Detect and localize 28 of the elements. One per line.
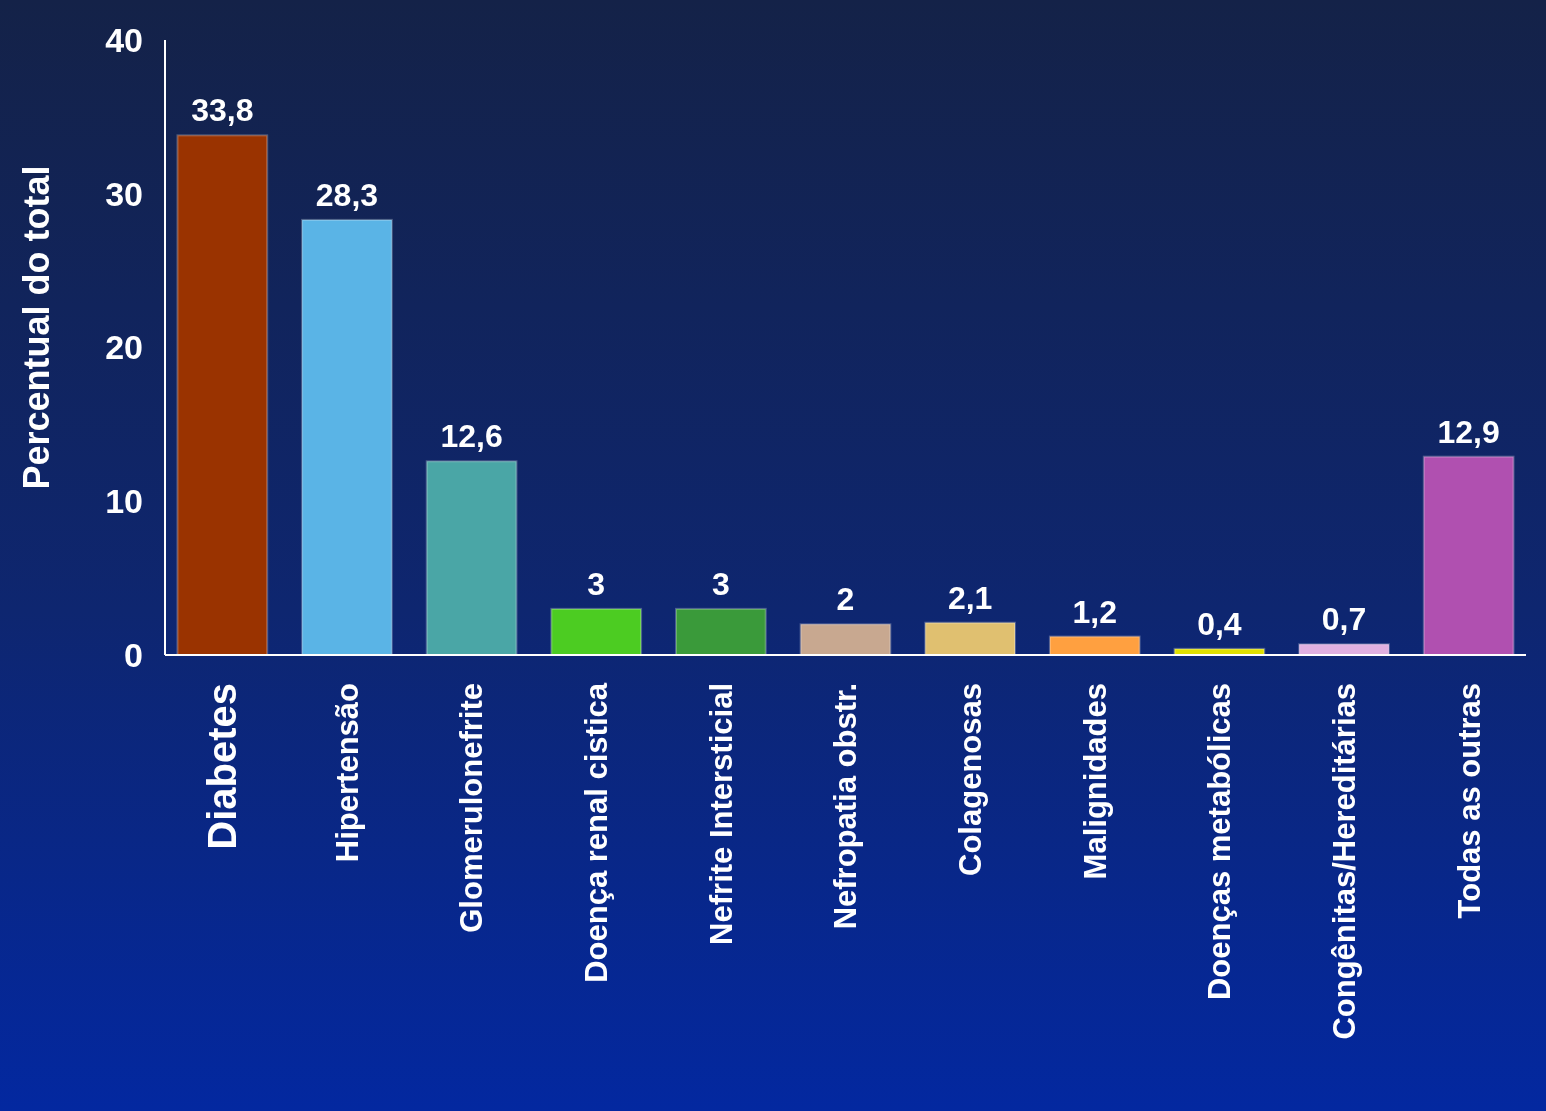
data-label: 3	[711, 565, 730, 602]
x-tick-label: Malignidades	[1077, 683, 1113, 880]
x-tick-label: Colagenosas	[952, 683, 988, 876]
y-tick-label: 40	[105, 20, 143, 59]
data-label: 0,7	[1321, 601, 1367, 638]
y-tick-label: 10	[105, 482, 143, 521]
y-tick-label: 20	[105, 328, 143, 367]
data-label: 0,4	[1197, 605, 1242, 642]
data-label: 12,9	[1437, 413, 1500, 450]
x-tick-label: Doenças metabólicas	[1202, 683, 1238, 1001]
data-label: 2	[836, 581, 855, 618]
x-tick-label: Nefropatia obstr.	[828, 683, 864, 930]
data-label: 28,3	[315, 176, 379, 213]
data-label: 1,2	[1072, 593, 1118, 630]
x-tick-label: Nefrite Intersticial	[703, 683, 739, 945]
data-label: 33,8	[191, 92, 254, 129]
y-axis-title: Percentual do total	[15, 165, 57, 490]
x-tick-label: Glomerulonefrite	[454, 683, 490, 933]
x-tick-label: Hipertensão	[329, 683, 365, 863]
x-tick-label: Doença renal cistica	[579, 682, 615, 983]
data-label: 3	[587, 565, 606, 602]
y-tick-label: 30	[105, 174, 143, 213]
x-tick-label: Congênitas/Hereditárias	[1326, 683, 1362, 1040]
x-tick-label: Todas as outras	[1451, 683, 1487, 919]
data-label: 12,6	[440, 418, 503, 455]
x-tick-label: Diabetes	[200, 683, 245, 850]
y-tick-label: 0	[124, 635, 143, 674]
data-label: 2,1	[947, 579, 993, 616]
